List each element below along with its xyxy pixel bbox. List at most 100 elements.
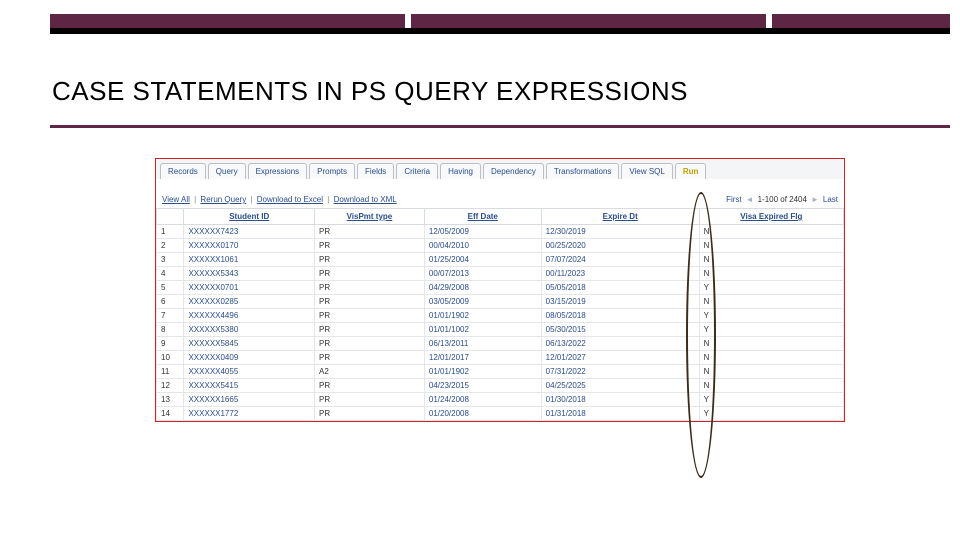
cell-eff-date[interactable]: 00/07/2013: [424, 267, 541, 281]
cell-eff-date[interactable]: 01/20/2008: [424, 407, 541, 421]
cell-eff-date[interactable]: 01/01/1902: [424, 365, 541, 379]
cell-student-id[interactable]: XXXXXX1772: [184, 407, 315, 421]
cell-student-id[interactable]: XXXXXX4055: [184, 365, 315, 379]
cell-eff-date[interactable]: 01/25/2004: [424, 253, 541, 267]
next-icon[interactable]: ►: [811, 195, 819, 204]
cell-student-id[interactable]: XXXXXX5845: [184, 337, 315, 351]
segment: [411, 14, 766, 28]
cell-student-id[interactable]: XXXXXX0409: [184, 351, 315, 365]
header-segments: [50, 14, 950, 28]
cell-visa-flag: Y: [699, 309, 843, 323]
tab-query[interactable]: Query: [208, 163, 246, 179]
last-page-link[interactable]: Last: [823, 195, 838, 204]
rerun-query-link[interactable]: Rerun Query: [200, 195, 246, 204]
prev-icon[interactable]: ◄: [746, 195, 754, 204]
cell-eff-date[interactable]: 01/01/1902: [424, 309, 541, 323]
separator: |: [194, 195, 196, 204]
first-page-link[interactable]: First: [726, 195, 742, 204]
cell-rownum: 2: [157, 239, 184, 253]
cell-expire-dt[interactable]: 01/30/2018: [541, 393, 699, 407]
table-row: 9XXXXXX5845PR06/13/201106/13/2022N: [157, 337, 844, 351]
cell-visa-flag: N: [699, 225, 843, 239]
table-row: 3XXXXXX1061PR01/25/200407/07/2024N: [157, 253, 844, 267]
cell-student-id[interactable]: XXXXXX1061: [184, 253, 315, 267]
table-row: 10XXXXXX0409PR12/01/201712/01/2027N: [157, 351, 844, 365]
cell-student-id[interactable]: XXXXXX4496: [184, 309, 315, 323]
cell-student-id[interactable]: XXXXXX0285: [184, 295, 315, 309]
cell-expire-dt[interactable]: 12/30/2019: [541, 225, 699, 239]
tab-run[interactable]: Run: [675, 163, 707, 179]
title-bar: CASE STATEMENTS IN PS QUERY EXPRESSIONS: [50, 28, 950, 128]
table-row: 2XXXXXX0170PR00/04/201000/25/2020N: [157, 239, 844, 253]
cell-expire-dt[interactable]: 00/25/2020: [541, 239, 699, 253]
table-row: 4XXXXXX5343PR00/07/201300/11/2023N: [157, 267, 844, 281]
table-row: 8XXXXXX5380PR01/01/100205/30/2015Y: [157, 323, 844, 337]
col-student-id[interactable]: Student ID: [184, 209, 315, 225]
tab-dependency[interactable]: Dependency: [483, 163, 544, 179]
cell-rownum: 10: [157, 351, 184, 365]
tab-expressions[interactable]: Expressions: [248, 163, 308, 179]
toolbar-left: View All | Rerun Query | Download to Exc…: [162, 195, 397, 204]
tab-view-sql[interactable]: View SQL: [621, 163, 672, 179]
cell-visa-flag: N: [699, 379, 843, 393]
cell-rownum: 13: [157, 393, 184, 407]
cell-rownum: 9: [157, 337, 184, 351]
cell-expire-dt[interactable]: 00/11/2023: [541, 267, 699, 281]
cell-vispmt-type: A2: [314, 365, 424, 379]
cell-expire-dt[interactable]: 06/13/2022: [541, 337, 699, 351]
cell-expire-dt[interactable]: 07/07/2024: [541, 253, 699, 267]
cell-vispmt-type: PR: [314, 337, 424, 351]
cell-rownum: 12: [157, 379, 184, 393]
cell-eff-date[interactable]: 01/24/2008: [424, 393, 541, 407]
cell-expire-dt[interactable]: 05/30/2015: [541, 323, 699, 337]
cell-expire-dt[interactable]: 04/25/2025: [541, 379, 699, 393]
cell-rownum: 11: [157, 365, 184, 379]
col-visa-flag[interactable]: Visa Expired Flg: [699, 209, 843, 225]
cell-eff-date[interactable]: 04/29/2008: [424, 281, 541, 295]
tab-criteria[interactable]: Criteria: [396, 163, 438, 179]
cell-vispmt-type: PR: [314, 225, 424, 239]
cell-eff-date[interactable]: 04/23/2015: [424, 379, 541, 393]
cell-student-id[interactable]: XXXXXX5343: [184, 267, 315, 281]
cell-eff-date[interactable]: 12/05/2009: [424, 225, 541, 239]
cell-rownum: 4: [157, 267, 184, 281]
tab-having[interactable]: Having: [440, 163, 481, 179]
cell-expire-dt[interactable]: 03/15/2019: [541, 295, 699, 309]
col-vispmt-type[interactable]: VisPmt type: [314, 209, 424, 225]
cell-expire-dt[interactable]: 07/31/2022: [541, 365, 699, 379]
tab-prompts[interactable]: Prompts: [309, 163, 355, 179]
cell-eff-date[interactable]: 01/01/1002: [424, 323, 541, 337]
cell-rownum: 3: [157, 253, 184, 267]
cell-eff-date[interactable]: 00/04/2010: [424, 239, 541, 253]
col-expire-dt[interactable]: Expire Dt: [541, 209, 699, 225]
download-excel-link[interactable]: Download to Excel: [257, 195, 323, 204]
table-body: 1XXXXXX7423PR12/05/200912/30/2019N2XXXXX…: [157, 225, 844, 421]
query-results-panel: RecordsQueryExpressionsPromptsFieldsCrit…: [155, 158, 845, 422]
cell-student-id[interactable]: XXXXXX5415: [184, 379, 315, 393]
cell-expire-dt[interactable]: 12/01/2027: [541, 351, 699, 365]
cell-visa-flag: N: [699, 295, 843, 309]
table-row: 7XXXXXX4496PR01/01/190208/05/2018Y: [157, 309, 844, 323]
cell-expire-dt[interactable]: 05/05/2018: [541, 281, 699, 295]
tab-records[interactable]: Records: [160, 163, 206, 179]
toolbar-right: First ◄ 1-100 of 2404 ► Last: [726, 195, 838, 204]
table-row: 5XXXXXX0701PR04/29/200805/05/2018Y: [157, 281, 844, 295]
table-row: 12XXXXXX5415PR04/23/201504/25/2025N: [157, 379, 844, 393]
cell-eff-date[interactable]: 12/01/2017: [424, 351, 541, 365]
cell-student-id[interactable]: XXXXXX0701: [184, 281, 315, 295]
page-range: 1-100 of 2404: [758, 195, 807, 204]
cell-expire-dt[interactable]: 08/05/2018: [541, 309, 699, 323]
col-eff-date[interactable]: Eff Date: [424, 209, 541, 225]
cell-student-id[interactable]: XXXXXX7423: [184, 225, 315, 239]
cell-expire-dt[interactable]: 01/31/2018: [541, 407, 699, 421]
cell-eff-date[interactable]: 03/05/2009: [424, 295, 541, 309]
cell-vispmt-type: PR: [314, 407, 424, 421]
tab-transformations[interactable]: Transformations: [546, 163, 620, 179]
view-all-link[interactable]: View All: [162, 195, 190, 204]
cell-student-id[interactable]: XXXXXX1665: [184, 393, 315, 407]
cell-student-id[interactable]: XXXXXX0170: [184, 239, 315, 253]
download-xml-link[interactable]: Download to XML: [334, 195, 397, 204]
cell-eff-date[interactable]: 06/13/2011: [424, 337, 541, 351]
tab-fields[interactable]: Fields: [357, 163, 394, 179]
cell-student-id[interactable]: XXXXXX5380: [184, 323, 315, 337]
